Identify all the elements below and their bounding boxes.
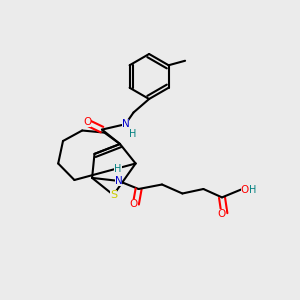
Text: H: H [114, 164, 122, 175]
Text: O: O [83, 117, 91, 128]
Text: O: O [217, 208, 226, 219]
Text: H: H [249, 184, 256, 195]
Text: N: N [122, 119, 129, 129]
Text: O: O [129, 199, 138, 209]
Text: N: N [115, 176, 122, 186]
Text: H: H [129, 129, 137, 139]
Text: O: O [241, 184, 249, 195]
Text: S: S [110, 190, 117, 200]
